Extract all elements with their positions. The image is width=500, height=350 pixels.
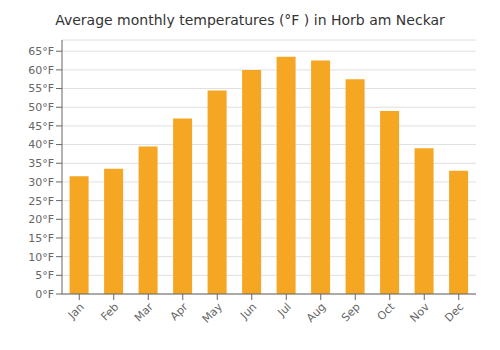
svg-text:Apr: Apr xyxy=(168,300,191,323)
svg-text:Mar: Mar xyxy=(132,300,156,324)
svg-text:35°F: 35°F xyxy=(28,157,54,170)
svg-text:60°F: 60°F xyxy=(28,64,54,77)
svg-text:Oct: Oct xyxy=(375,300,398,323)
svg-text:25°F: 25°F xyxy=(28,195,54,208)
svg-text:Jan: Jan xyxy=(65,300,87,322)
svg-text:45°F: 45°F xyxy=(28,120,54,133)
svg-text:55°F: 55°F xyxy=(28,82,54,95)
svg-text:Jun: Jun xyxy=(237,300,259,322)
svg-text:20°F: 20°F xyxy=(28,213,54,226)
svg-text:0°F: 0°F xyxy=(35,288,54,301)
svg-text:Aug: Aug xyxy=(304,300,328,324)
svg-text:50°F: 50°F xyxy=(28,101,54,114)
svg-text:40°F: 40°F xyxy=(28,138,54,151)
svg-text:5°F: 5°F xyxy=(35,269,54,282)
svg-text:15°F: 15°F xyxy=(28,232,54,245)
svg-text:Feb: Feb xyxy=(98,300,121,323)
svg-text:Sep: Sep xyxy=(339,300,363,324)
svg-text:30°F: 30°F xyxy=(28,176,54,189)
svg-text:May: May xyxy=(200,300,226,326)
svg-text:Dec: Dec xyxy=(442,300,466,324)
svg-text:10°F: 10°F xyxy=(28,251,54,264)
svg-text:Nov: Nov xyxy=(408,300,433,325)
svg-text:Jul: Jul xyxy=(275,300,294,319)
svg-text:65°F: 65°F xyxy=(28,45,54,58)
html-text:Average monthly temperatures (: Average monthly temperatures (°F ) in Ho… xyxy=(55,12,445,28)
